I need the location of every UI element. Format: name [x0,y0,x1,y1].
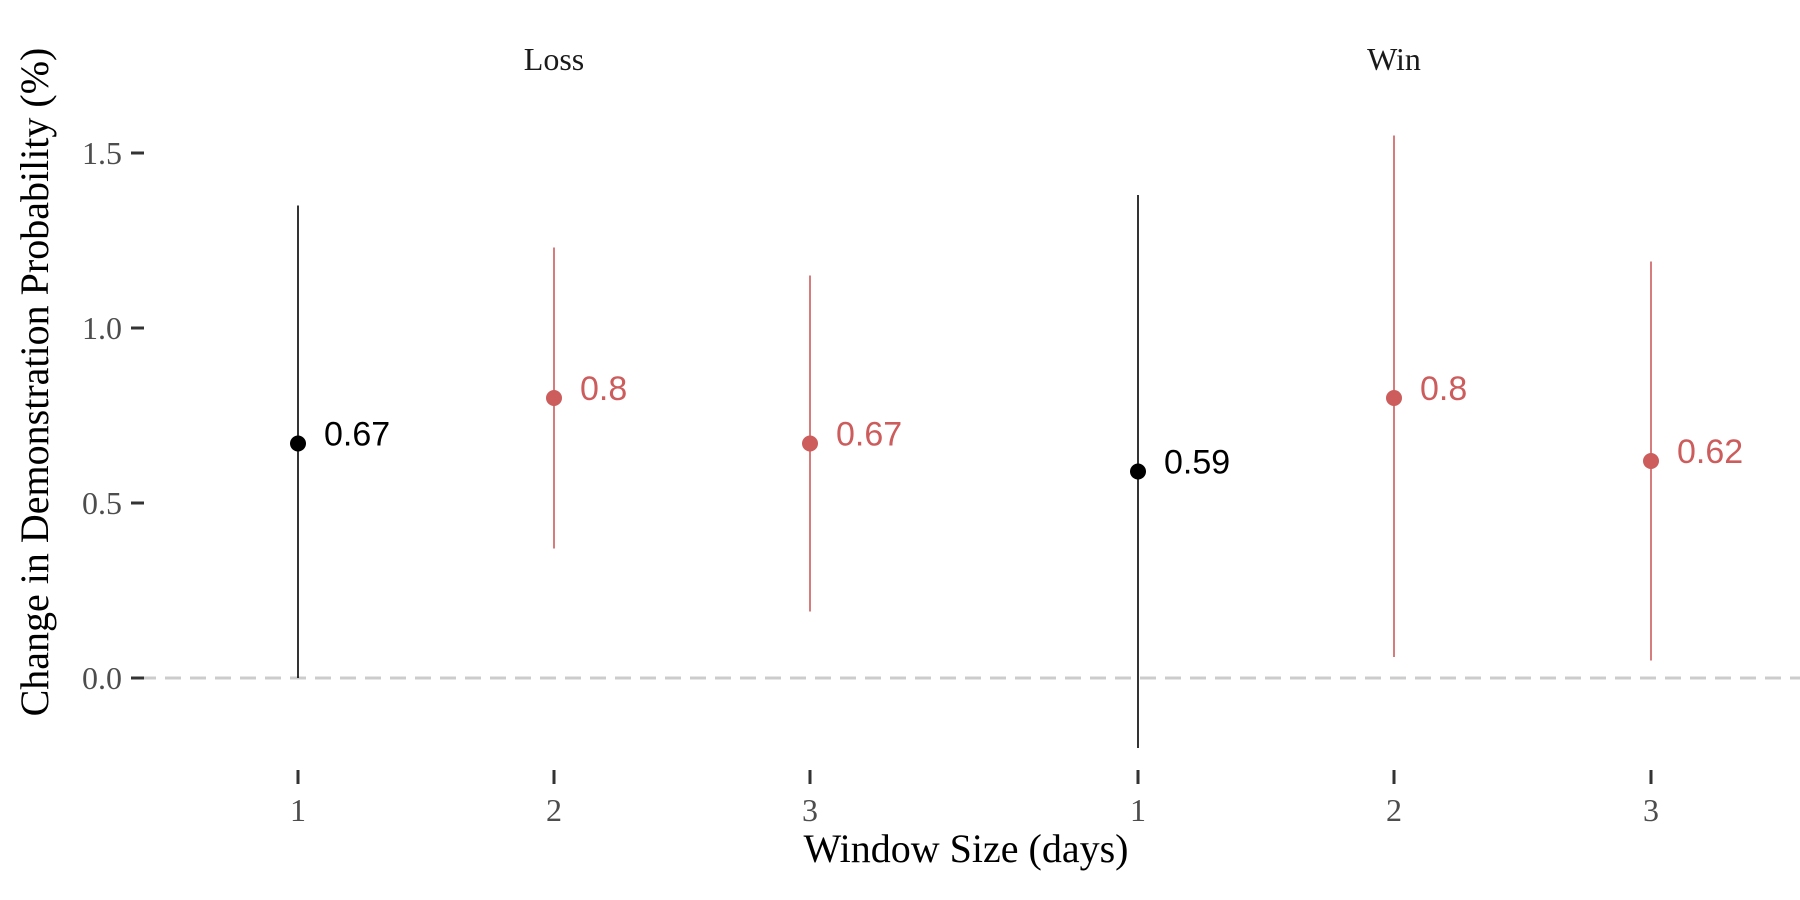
y-tick-label: 1.0 [82,310,122,346]
y-axis: 0.0 0.5 1.0 1.5 [82,135,144,696]
x-tick-label: 2 [1386,792,1402,828]
point-estimate [290,435,306,452]
x-tick-label: 1 [1130,792,1146,828]
x-tick-label: 3 [1643,792,1659,828]
value-label: 0.8 [1420,370,1467,408]
y-axis-title: Change in Demonstration Probability (%) [12,48,57,717]
value-label: 0.67 [324,416,390,454]
point-estimate [1386,390,1402,406]
y-tick-label: 0.5 [82,485,122,521]
chart-panels: Loss 1 0.67 2 0.8 3 0.67 Win 1 0.59 2 0.8 3 0.62 [290,41,1743,828]
x-tick-label: 2 [546,792,562,828]
point-estimate [802,435,818,452]
panel-loss: Loss 1 0.67 2 0.8 3 0.67 [290,41,902,828]
panel-win: Win 1 0.59 2 0.8 3 0.62 [1130,41,1743,828]
point-estimate [1643,453,1659,469]
x-tick-label: 1 [290,792,306,828]
value-label: 0.8 [580,370,627,408]
panel-title: Loss [524,41,584,77]
value-label: 0.67 [836,416,902,454]
value-label: 0.62 [1677,433,1743,471]
point-estimate [546,390,562,406]
y-tick-label: 1.5 [82,135,122,171]
x-tick-label: 3 [802,792,818,828]
point-estimate [1130,463,1146,480]
x-axis-title: Window Size (days) [804,826,1129,871]
y-tick-label: 0.0 [82,660,122,696]
panel-title: Win [1367,41,1421,77]
value-label: 0.59 [1164,444,1230,482]
